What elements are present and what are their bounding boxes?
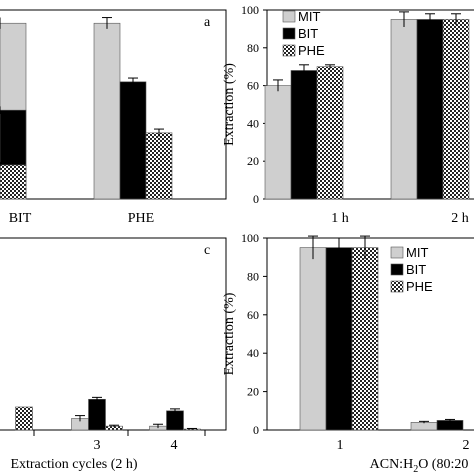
x-axis-title: Extraction cycles (2 h) — [10, 457, 137, 472]
bar-bit — [166, 410, 184, 431]
x-tick-label: 2 h — [451, 211, 469, 226]
bar-bit — [416, 19, 444, 200]
bar-bit — [88, 398, 106, 431]
bar-phe — [0, 164, 27, 200]
y-axis-title: Extraction (%) — [222, 63, 237, 146]
y-tick-label: 60 — [247, 308, 259, 322]
y-tick-label: 20 — [247, 154, 259, 168]
y-tick-label: 0 — [253, 192, 259, 206]
legend-label-mit: MIT — [406, 245, 428, 260]
bar-mit — [299, 247, 327, 431]
bar-mit — [390, 19, 418, 200]
bar-bit — [325, 247, 353, 431]
x-axis-title: ACN:H2O (80:20 — [370, 457, 469, 474]
bar-phe — [316, 66, 344, 200]
y-tick-label: 20 — [247, 385, 259, 399]
x-tick-label: 4 — [171, 438, 178, 453]
x-tick-label: 1 h — [331, 211, 349, 226]
y-tick-label: 100 — [241, 3, 259, 17]
legend-swatch-phe — [282, 44, 296, 57]
chart-panel-2: 0 20 40 60 80 100 Extraction (%) 1 h 2 h MIT BIT PH… — [222, 3, 474, 226]
bar-mit — [264, 85, 292, 200]
y-tick-label: 40 — [247, 346, 259, 360]
chart-panel-1: BIT PHE a — [0, 9, 227, 226]
legend-label-bit: BIT — [298, 26, 318, 41]
bar-phe — [15, 406, 33, 431]
chart-panel-3: 3 4 Extraction cycles (2 h) c — [0, 237, 227, 472]
plot-frame — [0, 237, 227, 431]
legend-label-mit: MIT — [298, 9, 320, 24]
bar-phe — [145, 132, 173, 200]
y-tick-label: 80 — [247, 41, 259, 55]
x-tick-label: PHE — [128, 211, 154, 226]
legend-label-bit: BIT — [406, 262, 426, 277]
y-tick-label: 40 — [247, 116, 259, 130]
bar-mit — [93, 22, 121, 200]
x-tick-label: BIT — [9, 211, 32, 226]
bar-phe — [351, 247, 379, 431]
bar-mit — [410, 422, 438, 431]
x-tick-label: 1 — [337, 438, 344, 453]
panel-label: c — [204, 243, 210, 258]
legend-swatch-mit — [282, 10, 296, 23]
chart-panel-4: 0 20 40 60 80 100 Extraction (%) 1 2 ACN:H2O (80:… — [222, 231, 474, 474]
legend-swatch-phe — [390, 280, 404, 293]
bar-bit — [436, 420, 464, 431]
bar-bit — [119, 81, 147, 200]
bar-bit — [290, 70, 318, 200]
y-tick-label: 60 — [247, 79, 259, 93]
legend-swatch-bit — [390, 263, 404, 276]
x-tick-label: 2 — [463, 438, 470, 453]
legend-label-phe: PHE — [406, 279, 433, 294]
panel-label: a — [204, 15, 211, 30]
bar-phe — [442, 19, 470, 200]
y-tick-label: 80 — [247, 269, 259, 283]
legend-swatch-bit — [282, 27, 296, 40]
y-tick-label: 100 — [241, 231, 259, 245]
y-tick-label: 0 — [253, 423, 259, 437]
legend-label-phe: PHE — [298, 43, 325, 58]
x-tick-label: 3 — [94, 438, 101, 453]
legend-swatch-mit — [390, 246, 404, 259]
y-axis-title: Extraction (%) — [222, 292, 237, 375]
